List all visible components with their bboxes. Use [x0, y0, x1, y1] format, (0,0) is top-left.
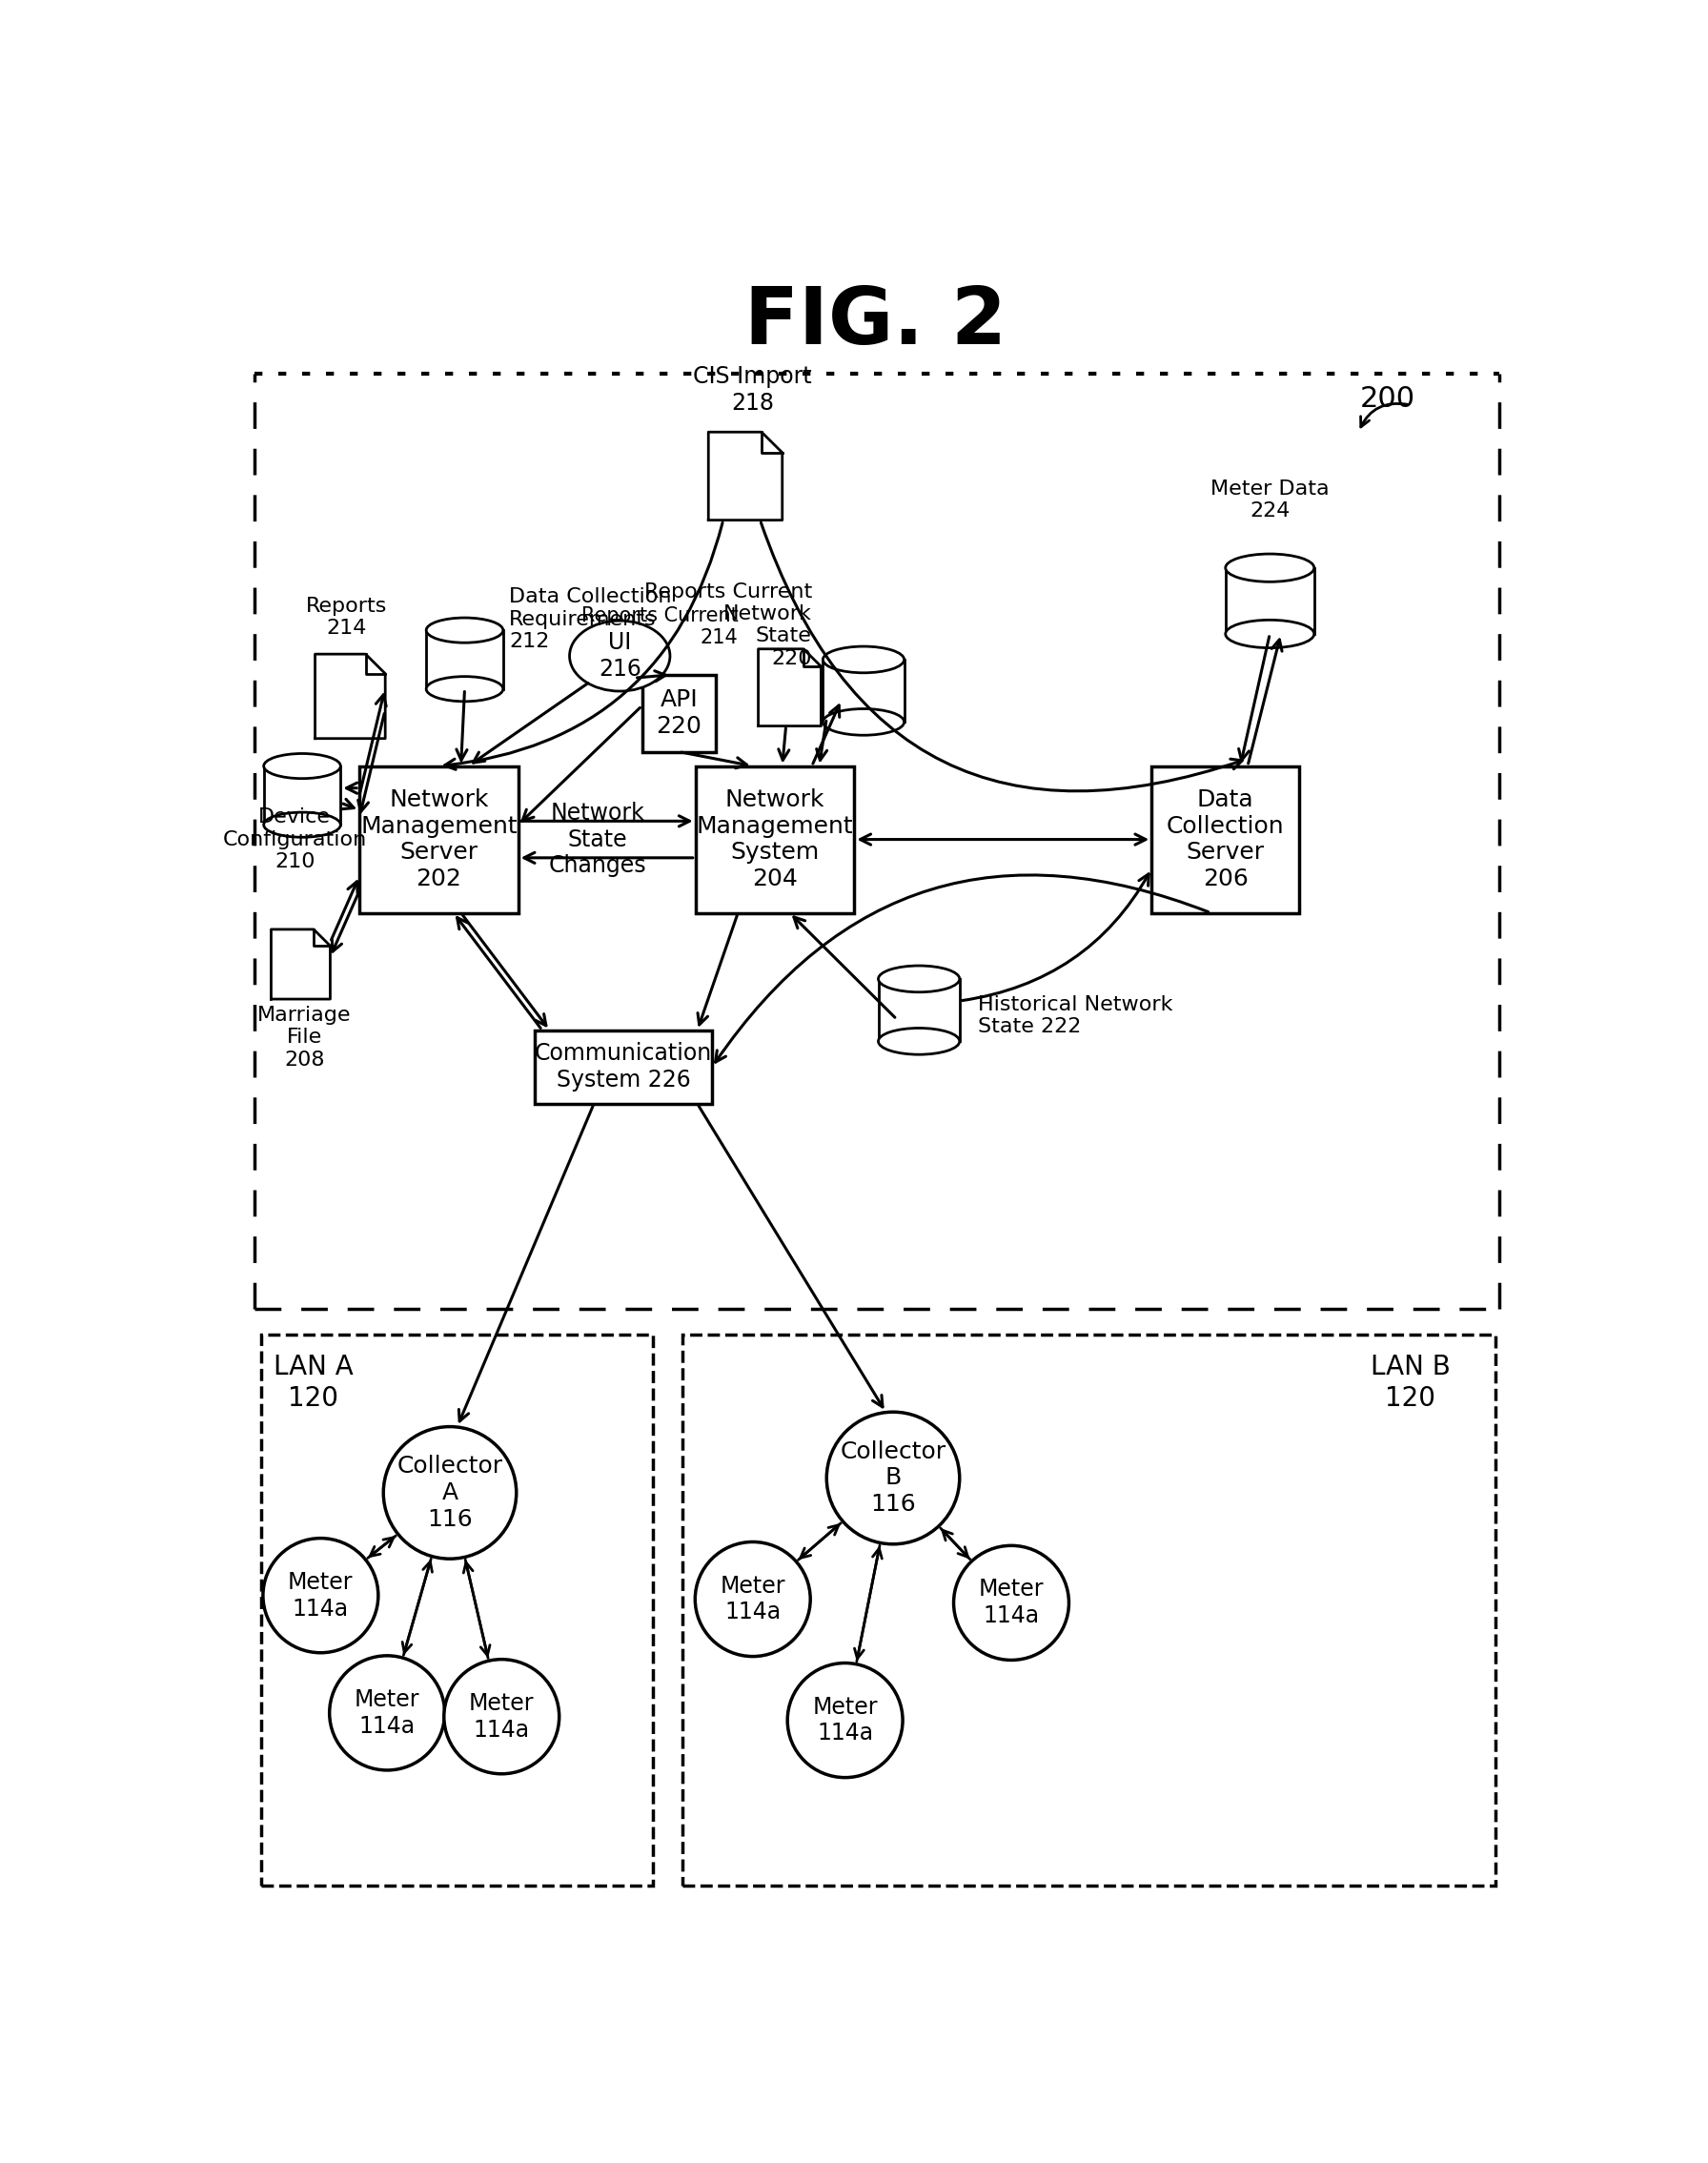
Ellipse shape	[695, 1542, 810, 1657]
Bar	[823, 660, 904, 722]
Bar	[427, 629, 504, 690]
Text: Network
Management
Server
202: Network Management Server 202	[360, 787, 518, 891]
Text: Reports Current
214: Reports Current 214	[581, 606, 738, 647]
Ellipse shape	[787, 1663, 904, 1778]
Text: Meter
114a: Meter 114a	[355, 1689, 420, 1737]
Text: Reports
214: Reports 214	[306, 597, 388, 638]
Text: CIS Import
218: CIS Import 218	[693, 366, 813, 415]
Ellipse shape	[878, 1027, 960, 1056]
Ellipse shape	[953, 1547, 1069, 1659]
Ellipse shape	[444, 1659, 559, 1774]
Ellipse shape	[263, 1538, 377, 1653]
Text: Meter
114a: Meter 114a	[813, 1696, 878, 1746]
Ellipse shape	[878, 965, 960, 993]
Text: Historical Network
State 222: Historical Network State 222	[979, 995, 1173, 1036]
Text: LAN B
120: LAN B 120	[1370, 1354, 1450, 1412]
Ellipse shape	[569, 621, 670, 692]
Text: Reports Current
Network
State
220: Reports Current Network State 220	[644, 582, 811, 668]
Text: Network
Management
System
204: Network Management System 204	[697, 787, 854, 891]
Bar	[1151, 766, 1300, 913]
Ellipse shape	[427, 619, 504, 642]
Text: Meter
114a: Meter 114a	[979, 1579, 1044, 1627]
Text: FIG. 2: FIG. 2	[745, 283, 1006, 361]
Ellipse shape	[427, 677, 504, 701]
Polygon shape	[314, 653, 386, 738]
Bar	[535, 1030, 712, 1103]
Ellipse shape	[263, 753, 340, 779]
Ellipse shape	[1225, 554, 1313, 582]
Text: Meter
114a: Meter 114a	[289, 1570, 354, 1620]
Ellipse shape	[823, 709, 904, 735]
Ellipse shape	[383, 1428, 516, 1560]
Text: 200: 200	[1360, 385, 1416, 413]
Text: Device
Configuration
210: Device Configuration 210	[222, 807, 367, 872]
Text: Meter
114a: Meter 114a	[470, 1691, 535, 1741]
Bar	[695, 766, 854, 913]
Text: Collector
A
116: Collector A 116	[396, 1456, 502, 1531]
Ellipse shape	[1225, 621, 1313, 649]
Text: Meter Data
224: Meter Data 224	[1211, 480, 1329, 521]
Ellipse shape	[823, 647, 904, 673]
Text: Marriage
File
208: Marriage File 208	[258, 1006, 352, 1069]
Bar	[1225, 569, 1313, 634]
Bar	[642, 675, 716, 753]
Text: API
220: API 220	[656, 688, 702, 738]
Text: Data
Collection
Server
206: Data Collection Server 206	[1167, 787, 1284, 891]
Text: Data Collection
Requirements
212: Data Collection Requirements 212	[509, 588, 671, 651]
Bar	[359, 766, 518, 913]
Polygon shape	[272, 930, 330, 999]
Polygon shape	[709, 433, 782, 519]
Text: Collector
B
116: Collector B 116	[840, 1441, 946, 1516]
Ellipse shape	[827, 1412, 960, 1544]
Text: Network
State
Changes: Network State Changes	[548, 802, 647, 878]
Text: LAN A
120: LAN A 120	[273, 1354, 354, 1412]
Text: Communication
System 226: Communication System 226	[535, 1043, 712, 1092]
Text: UI
216: UI 216	[598, 632, 640, 681]
Text: Meter
114a: Meter 114a	[721, 1575, 786, 1624]
Ellipse shape	[330, 1655, 444, 1769]
Bar	[878, 980, 960, 1040]
Polygon shape	[758, 649, 822, 727]
Bar	[263, 766, 340, 824]
Ellipse shape	[263, 813, 340, 837]
